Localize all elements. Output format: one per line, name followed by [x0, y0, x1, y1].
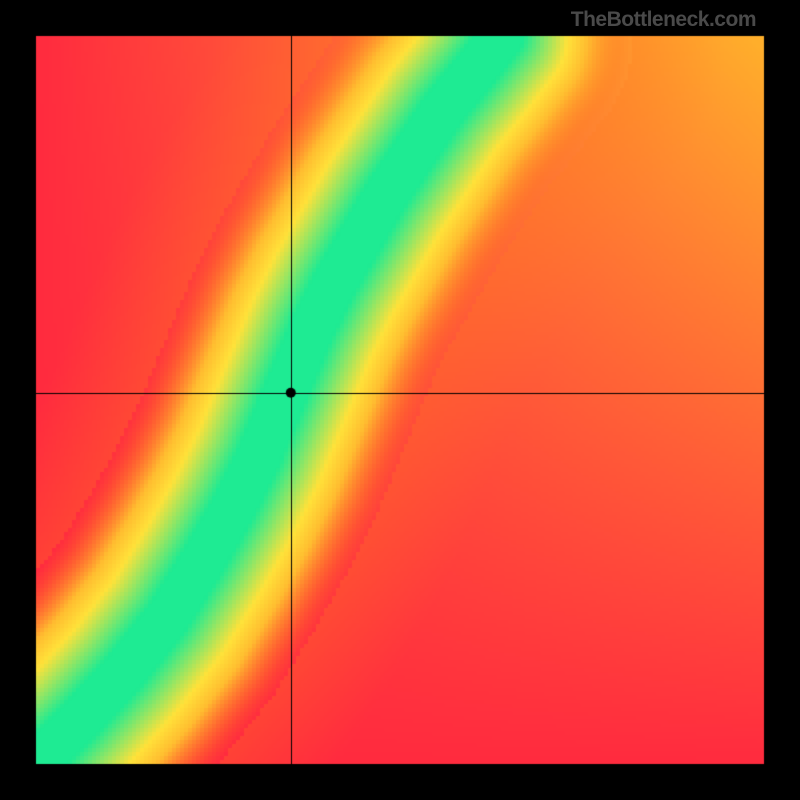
bottleneck-heatmap-canvas: [0, 0, 800, 800]
chart-container: TheBottleneck.com: [0, 0, 800, 800]
watermark-text: TheBottleneck.com: [571, 8, 756, 32]
